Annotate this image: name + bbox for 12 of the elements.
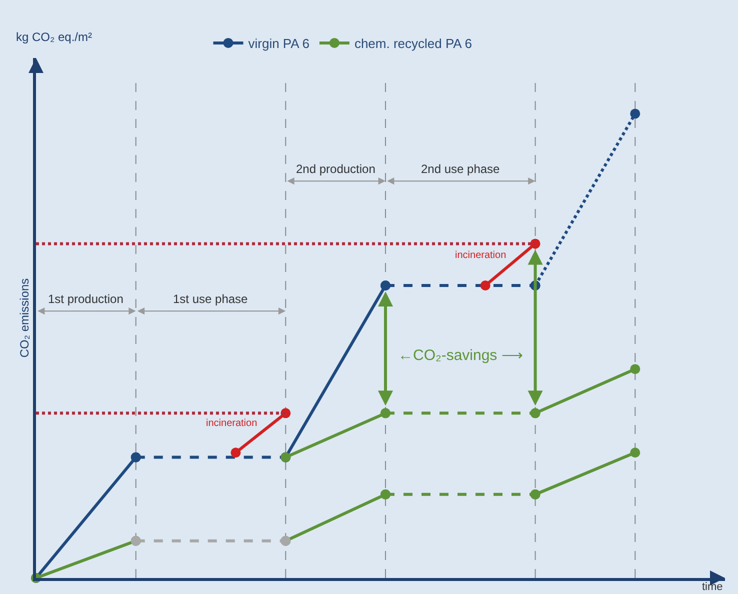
text: kg CO₂ eq./m² (16, 30, 92, 44)
annotation: 1st use phase (173, 292, 248, 306)
annotation: 2nd production (296, 162, 376, 176)
annotation: 2nd use phase (421, 162, 500, 176)
y-axis-title: CO₂ emissions (17, 278, 32, 358)
annotation: 1st production (48, 292, 124, 306)
annotation: ←CO₂-savings ⟶ (398, 347, 524, 364)
annotation: incineration (455, 250, 506, 261)
legend-label: virgin PA 6 (248, 36, 310, 52)
x-axis-title: time (702, 581, 723, 593)
annotation: incineration (206, 418, 258, 429)
legend-label: chem. recycled PA 6 (354, 36, 472, 52)
